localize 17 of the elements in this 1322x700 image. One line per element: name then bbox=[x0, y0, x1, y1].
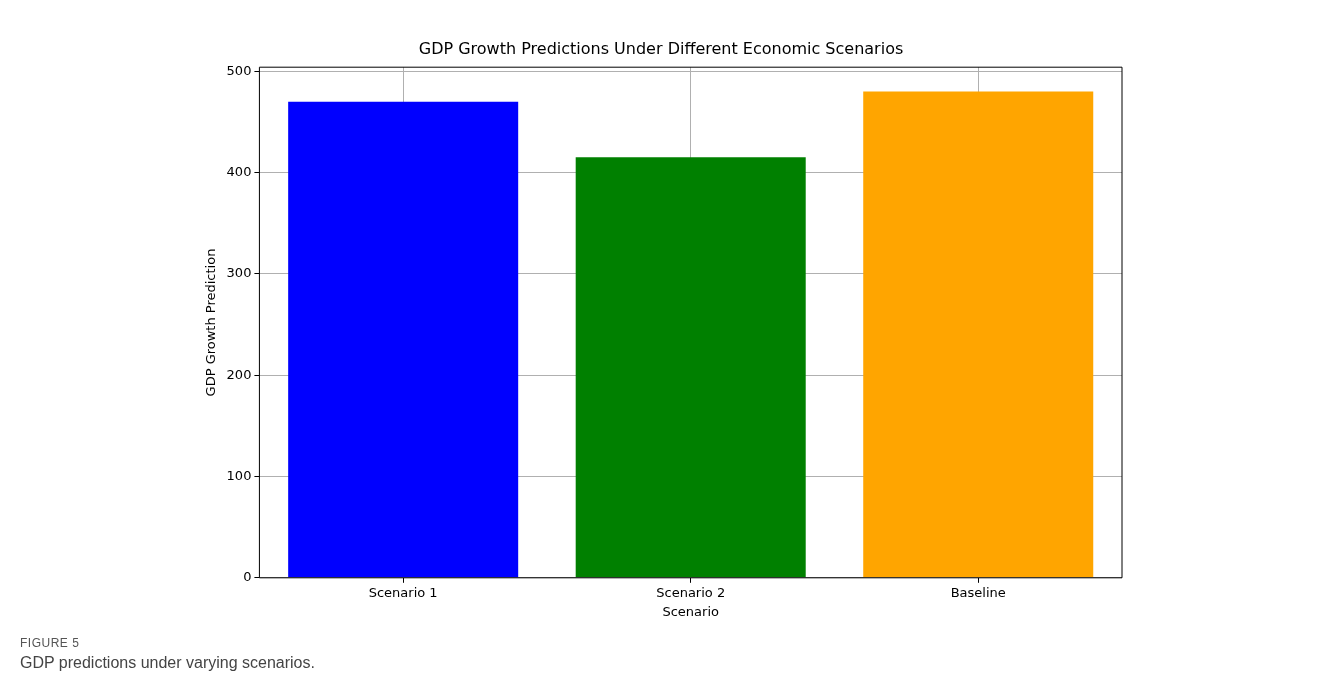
y-axis-title: GDP Growth Prediction bbox=[203, 248, 219, 397]
y-tick-label: 500 bbox=[226, 62, 252, 78]
bar bbox=[288, 101, 519, 578]
bar bbox=[575, 157, 806, 578]
x-tick-label: Baseline bbox=[950, 584, 1006, 600]
y-tick-label: 400 bbox=[226, 163, 252, 179]
y-tick-label: 0 bbox=[243, 569, 252, 585]
chart-title: GDP Growth Predictions Under Different Economic Scenarios bbox=[418, 38, 904, 58]
x-tick-label: Scenario 2 bbox=[656, 584, 726, 600]
y-tick-label: 100 bbox=[226, 467, 252, 483]
x-tick-label: Scenario 1 bbox=[368, 584, 438, 600]
caption: FIGURE 5 bbox=[20, 636, 81, 650]
x-axis-title: Scenario bbox=[662, 603, 720, 619]
y-tick-label: 200 bbox=[226, 366, 252, 382]
y-tick-label: 300 bbox=[226, 265, 252, 281]
bar bbox=[863, 91, 1094, 578]
text: GDP predictions under varying scenarios. bbox=[20, 654, 315, 672]
